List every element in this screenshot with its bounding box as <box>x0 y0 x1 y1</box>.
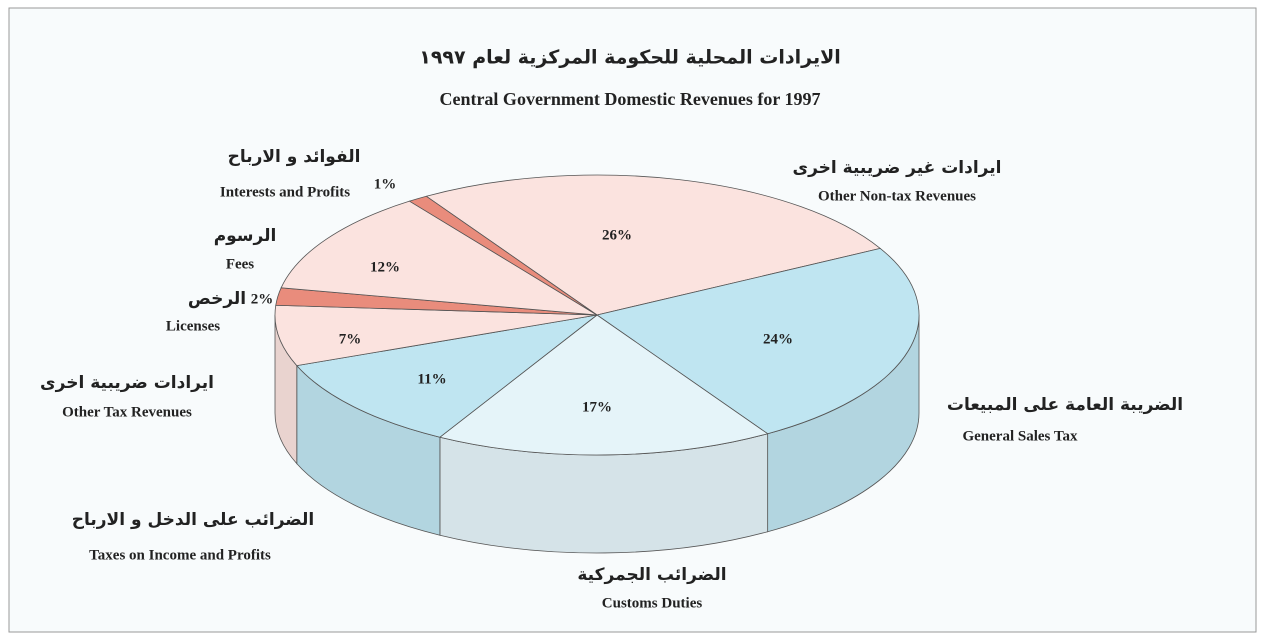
category-label-ar: الضرائب على الدخل و الارباح <box>72 510 314 530</box>
value-label: 1% <box>374 176 397 192</box>
chart-title: الايرادات المحلية للحكومة المركزية لعام … <box>419 47 841 69</box>
slice <box>274 304 598 367</box>
category-label-ar: ايرادات ضريبية اخرى <box>40 373 214 393</box>
category-label-ar: الفوائد و الارباح <box>228 147 361 167</box>
category-label: Taxes on Income and Profits <box>89 547 271 563</box>
category-label-ar: الضرائب الجمركية <box>577 565 726 585</box>
category-label: Interests and Profits <box>220 184 350 200</box>
value-label: 24% <box>763 331 793 347</box>
category-label-ar: ايرادات غير ضريبية اخرى <box>793 158 1002 178</box>
slice <box>439 314 769 456</box>
category-label: General Sales Tax <box>962 428 1078 444</box>
slice <box>296 314 598 438</box>
value-label: 11% <box>417 371 446 387</box>
category-label-ar: الرسوم <box>214 226 277 246</box>
category-label-ar: الضريبة العامة على المبيعات <box>947 395 1183 415</box>
category-label: Licenses <box>166 318 220 334</box>
chart-subtitle: Central Government Domestic Revenues for… <box>439 89 820 109</box>
value-label: 7% <box>339 331 362 347</box>
slice <box>280 200 598 316</box>
slice <box>425 174 882 316</box>
value-label: 26% <box>602 227 632 243</box>
value-label: 2% <box>251 291 274 307</box>
category-label: Customs Duties <box>602 595 703 611</box>
category-label-ar: الرخص <box>188 289 246 309</box>
value-label: 12% <box>370 259 400 275</box>
category-label: Other Tax Revenues <box>62 404 192 420</box>
slice <box>408 195 598 316</box>
value-label: 17% <box>582 399 612 415</box>
category-label: Other Non-tax Revenues <box>818 188 976 204</box>
slice <box>596 247 920 435</box>
category-label: Fees <box>226 256 254 272</box>
